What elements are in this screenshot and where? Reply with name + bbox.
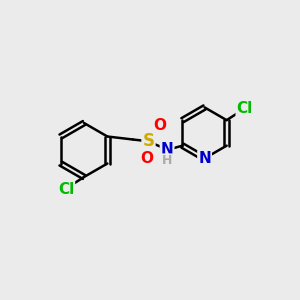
Text: Cl: Cl bbox=[58, 182, 74, 196]
Text: N: N bbox=[161, 142, 173, 157]
Text: S: S bbox=[142, 132, 154, 150]
Text: N: N bbox=[198, 151, 211, 166]
Text: O: O bbox=[153, 118, 167, 133]
Text: O: O bbox=[140, 152, 154, 166]
Text: H: H bbox=[162, 154, 172, 167]
Text: Cl: Cl bbox=[236, 101, 253, 116]
